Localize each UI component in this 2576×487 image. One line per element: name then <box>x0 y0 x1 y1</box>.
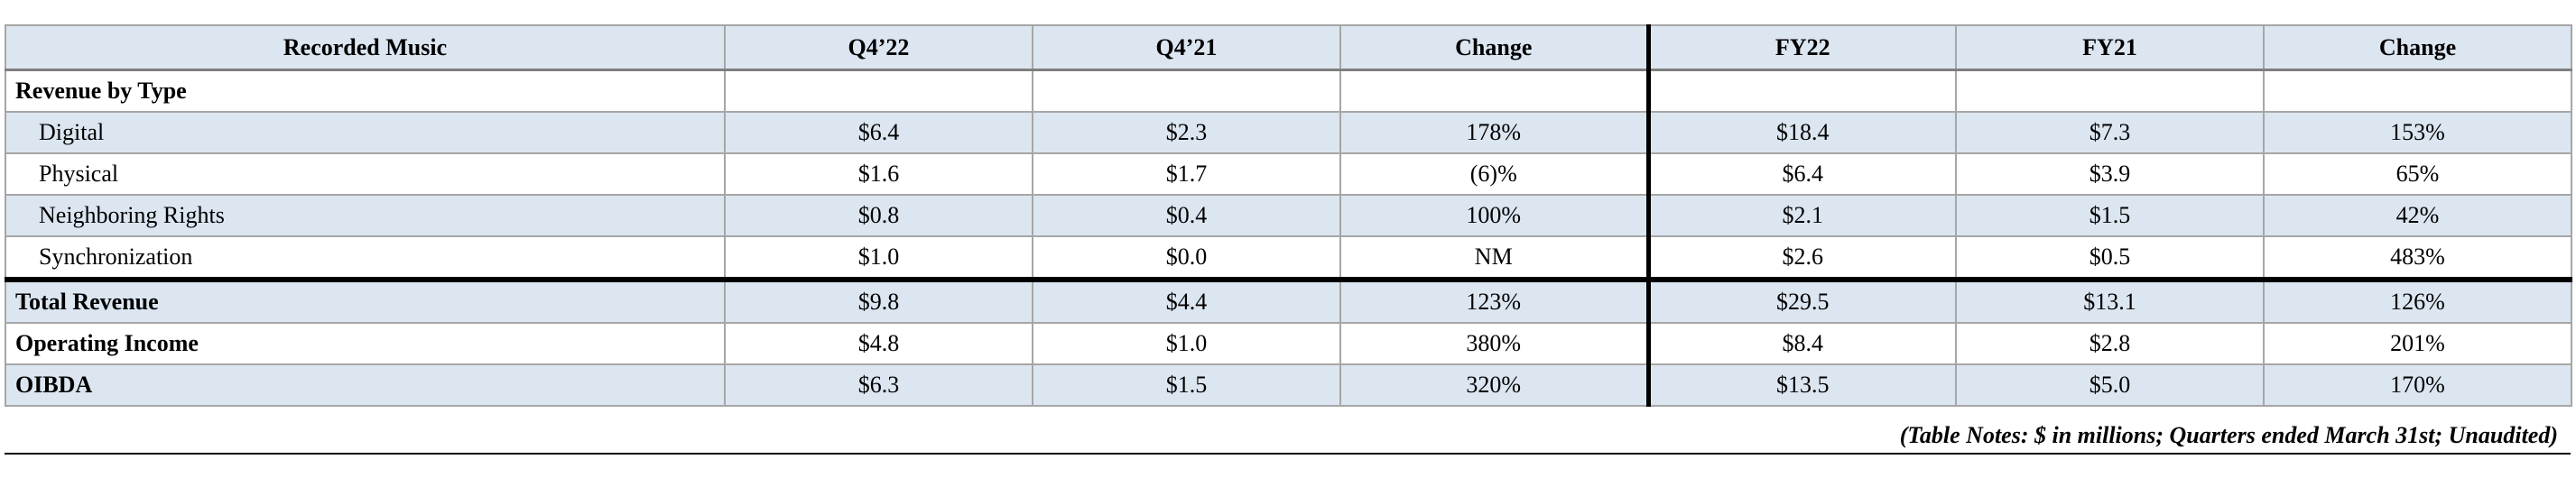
header-quarter-change: Change <box>1339 24 1649 71</box>
table-cell: $2.3 <box>1032 111 1341 154</box>
table-cell: 320% <box>1339 363 1649 407</box>
table-cell: 153% <box>2263 111 2572 154</box>
row-label: OIBDA <box>5 363 726 407</box>
table-cell: $6.3 <box>724 363 1033 407</box>
table-cell: $7.3 <box>1955 111 2265 154</box>
table-cell <box>1645 69 1957 113</box>
table-cell <box>2263 69 2572 113</box>
financial-table-container: Recorded Music Q4’22 Q4’21 Change FY22 F… <box>5 24 2572 487</box>
table-cell: $6.4 <box>1645 152 1957 196</box>
header-recorded-music: Recorded Music <box>5 24 726 71</box>
table-cell: 65% <box>2263 152 2572 196</box>
section-label: Revenue by Type <box>5 69 726 113</box>
table-row-digital: Digital $6.4 $2.3 178% $18.4 $7.3 153% <box>5 111 2572 154</box>
row-label: Physical <box>5 152 726 196</box>
header-year-change: Change <box>2263 24 2572 71</box>
table-cell: $1.6 <box>724 152 1033 196</box>
table-cell: $18.4 <box>1645 111 1957 154</box>
table-row-synchronization: Synchronization $1.0 $0.0 NM $2.6 $0.5 4… <box>5 235 2572 280</box>
table-cell: 201% <box>2263 322 2572 365</box>
table-cell: 380% <box>1339 322 1649 365</box>
table-cell: 170% <box>2263 363 2572 407</box>
table-row-physical: Physical $1.6 $1.7 (6)% $6.4 $3.9 65% <box>5 152 2572 196</box>
table-cell: 483% <box>2263 235 2572 280</box>
table-cell: $0.0 <box>1032 235 1341 280</box>
table-cell: $2.1 <box>1645 194 1957 237</box>
table-cell: $3.9 <box>1955 152 2265 196</box>
table-cell: $0.8 <box>724 194 1033 237</box>
table-cell: 42% <box>2263 194 2572 237</box>
table-cell: $6.4 <box>724 111 1033 154</box>
section-row-revenue-by-type: Revenue by Type <box>5 69 2572 113</box>
table-cell: 100% <box>1339 194 1649 237</box>
header-fy21: FY21 <box>1955 24 2265 71</box>
table-notes: (Table Notes: $ in millions; Quarters en… <box>5 417 2571 455</box>
table-cell: $2.6 <box>1645 235 1957 280</box>
table-cell: NM <box>1339 235 1649 280</box>
header-q4-21: Q4’21 <box>1032 24 1341 71</box>
table-cell: $9.8 <box>724 277 1033 324</box>
table-cell <box>1955 69 2265 113</box>
table-cell: $13.1 <box>1955 277 2265 324</box>
table-cell: $29.5 <box>1645 277 1957 324</box>
table-cell: $1.5 <box>1032 363 1341 407</box>
table-cell <box>724 69 1033 113</box>
table-cell: $8.4 <box>1645 322 1957 365</box>
table-row-neighboring-rights: Neighboring Rights $0.8 $0.4 100% $2.1 $… <box>5 194 2572 237</box>
table-cell: $5.0 <box>1955 363 2265 407</box>
table-cell: $1.5 <box>1955 194 2265 237</box>
header-fy22: FY22 <box>1645 24 1957 71</box>
table-cell: 123% <box>1339 277 1649 324</box>
table-cell: $4.4 <box>1032 277 1341 324</box>
table-cell: $2.8 <box>1955 322 2265 365</box>
table-cell: $13.5 <box>1645 363 1957 407</box>
table-cell <box>1339 69 1649 113</box>
table-cell <box>1032 69 1341 113</box>
table-cell: (6)% <box>1339 152 1649 196</box>
table-cell: 126% <box>2263 277 2572 324</box>
table-cell: $4.8 <box>724 322 1033 365</box>
table-cell: 178% <box>1339 111 1649 154</box>
row-label: Total Revenue <box>5 277 726 324</box>
row-label: Operating Income <box>5 322 726 365</box>
header-q4-22: Q4’22 <box>724 24 1033 71</box>
row-label: Digital <box>5 111 726 154</box>
table-cell: $0.4 <box>1032 194 1341 237</box>
table-row-total-revenue: Total Revenue $9.8 $4.4 123% $29.5 $13.1… <box>5 277 2572 324</box>
table-cell: $1.0 <box>724 235 1033 280</box>
table-cell: $1.7 <box>1032 152 1341 196</box>
header-row: Recorded Music Q4’22 Q4’21 Change FY22 F… <box>5 24 2572 71</box>
table-row-operating-income: Operating Income $4.8 $1.0 380% $8.4 $2.… <box>5 322 2572 365</box>
row-label: Neighboring Rights <box>5 194 726 237</box>
table-row-oibda: OIBDA $6.3 $1.5 320% $13.5 $5.0 170% <box>5 363 2572 407</box>
row-label: Synchronization <box>5 235 726 280</box>
table-cell: $0.5 <box>1955 235 2265 280</box>
recorded-music-table: Recorded Music Q4’22 Q4’21 Change FY22 F… <box>5 24 2572 407</box>
table-cell: $1.0 <box>1032 322 1341 365</box>
